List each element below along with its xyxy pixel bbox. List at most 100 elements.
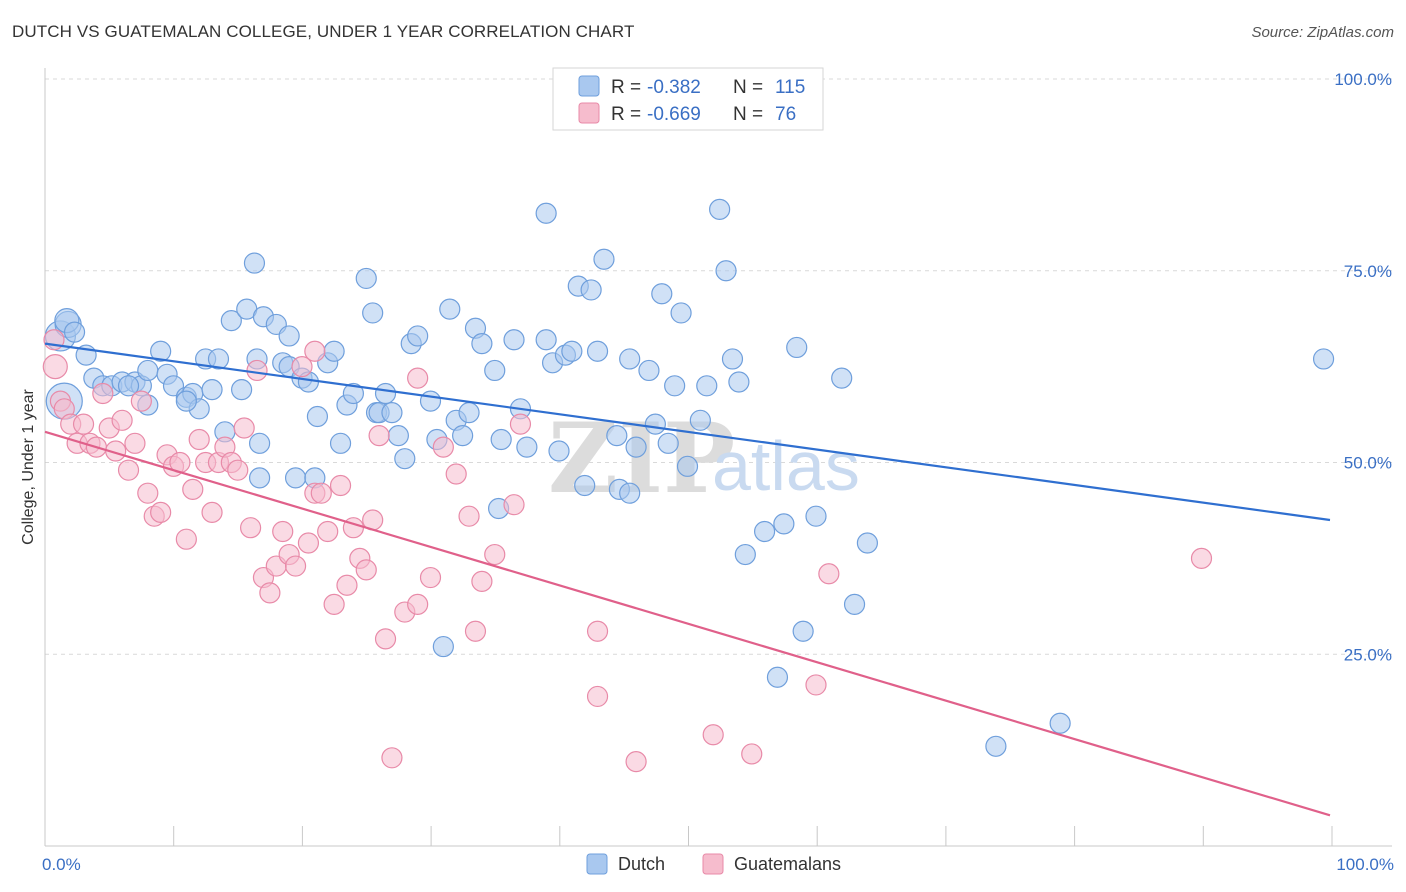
dutch-point bbox=[535, 202, 557, 224]
guatemalan-point bbox=[432, 436, 454, 458]
guatemalan-point bbox=[445, 463, 467, 485]
guatemalan-point bbox=[150, 501, 172, 523]
guatemalan-point bbox=[175, 528, 197, 550]
guatemalan-point bbox=[381, 747, 403, 769]
dutch-point bbox=[644, 413, 666, 435]
dutch-point bbox=[651, 283, 673, 305]
guatemalan-point bbox=[818, 563, 840, 585]
dutch-point bbox=[243, 252, 266, 274]
guatemalan-legend-label: Guatemalans bbox=[734, 854, 841, 874]
guatemalan-point bbox=[227, 459, 249, 481]
chart-title: DUTCH VS GUATEMALAN COLLEGE, UNDER 1 YEA… bbox=[12, 22, 635, 41]
dutch-point bbox=[201, 379, 223, 401]
guatemalan-point bbox=[246, 359, 268, 382]
dutch-point bbox=[516, 436, 538, 458]
guatemalan-point bbox=[317, 520, 339, 543]
dutch-n-value: 115 bbox=[775, 77, 805, 98]
guatemalan-point bbox=[509, 413, 532, 435]
dutch-point bbox=[329, 432, 352, 454]
y-axis-title: College, Under 1 year bbox=[20, 389, 37, 545]
guatemalan-n-value: 76 bbox=[775, 104, 796, 125]
guatemalan-point bbox=[304, 340, 326, 362]
guatemalan-n-label: N = bbox=[733, 104, 763, 125]
guatemalan-points bbox=[42, 329, 1213, 773]
dutch-point bbox=[63, 321, 86, 343]
dutch-point bbox=[342, 382, 364, 405]
dutch-point bbox=[734, 543, 756, 566]
tick-labels: 25.0% 50.0% 75.0% 100.0% 0.0% 100.0% bbox=[42, 70, 1394, 874]
y-tick-label: 25.0% bbox=[1344, 645, 1392, 664]
guatemalan-point bbox=[259, 582, 281, 604]
dutch-point bbox=[175, 390, 197, 412]
guatemalan-point bbox=[586, 620, 609, 642]
guatemalan-point bbox=[297, 532, 320, 554]
guatemalan-point bbox=[805, 674, 827, 696]
dutch-point bbox=[471, 333, 493, 355]
guatemalan-point bbox=[284, 555, 307, 577]
dutch-point bbox=[696, 375, 718, 397]
dutch-point bbox=[394, 448, 416, 470]
y-tick-label: 50.0% bbox=[1344, 454, 1392, 473]
guatemalan-point bbox=[117, 459, 140, 481]
dutch-point bbox=[805, 505, 827, 527]
dutch-legend-swatch bbox=[586, 853, 608, 875]
guatemalan-trend-line bbox=[44, 430, 1331, 817]
dutch-point bbox=[355, 267, 377, 290]
dutch-point bbox=[207, 348, 230, 370]
dutch-point bbox=[728, 371, 750, 393]
dutch-point bbox=[619, 482, 641, 504]
guatemalan-point bbox=[355, 559, 377, 581]
dutch-point bbox=[137, 359, 159, 382]
stats-legend: R = -0.382 N = 115 R = -0.669 N = 76 bbox=[552, 67, 824, 131]
dutch-legend-label: Dutch bbox=[618, 854, 665, 874]
dutch-point bbox=[593, 248, 615, 270]
guatemalan-point bbox=[484, 543, 506, 566]
dutch-point bbox=[831, 367, 853, 389]
dutch-point bbox=[117, 375, 140, 397]
guatemalan-point bbox=[464, 620, 487, 642]
dutch-point bbox=[619, 348, 641, 370]
dutch-point bbox=[721, 348, 744, 370]
guatemalan-point bbox=[741, 743, 763, 765]
dutch-point bbox=[231, 379, 253, 401]
guatemalan-point bbox=[458, 505, 480, 527]
dutch-point bbox=[220, 310, 242, 332]
dutch-point bbox=[670, 302, 692, 324]
gridlines bbox=[45, 78, 1392, 655]
axes bbox=[44, 68, 1392, 847]
dutch-point bbox=[715, 260, 737, 282]
guatemalan-point bbox=[188, 428, 210, 451]
watermark: ZIP atlas bbox=[548, 402, 860, 515]
guatemalan-point bbox=[702, 724, 724, 746]
dutch-point bbox=[856, 532, 879, 554]
dutch-point bbox=[439, 298, 461, 320]
dutch-point bbox=[773, 513, 795, 535]
dutch-point bbox=[586, 340, 609, 362]
dutch-point bbox=[419, 390, 442, 412]
guatemalan-point bbox=[374, 628, 397, 650]
dutch-point bbox=[387, 425, 409, 447]
dutch-point bbox=[792, 620, 814, 642]
watermark-atlas: atlas bbox=[712, 427, 860, 505]
guatemalan-r-label: R = bbox=[611, 104, 641, 125]
dutch-point bbox=[407, 325, 429, 347]
guatemalan-point bbox=[368, 425, 390, 447]
guatemalan-point bbox=[419, 566, 442, 589]
dutch-point bbox=[1049, 712, 1071, 734]
guatemalan-point bbox=[586, 685, 609, 708]
dutch-point bbox=[323, 340, 345, 362]
guatemalan-point bbox=[291, 356, 313, 378]
dutch-point bbox=[503, 329, 525, 351]
dutch-point bbox=[362, 302, 384, 324]
dutch-point bbox=[381, 402, 403, 424]
guatemalan-point bbox=[201, 501, 223, 523]
dutch-point bbox=[657, 432, 679, 454]
dutch-point bbox=[766, 666, 789, 688]
dutch-r-label: R = bbox=[611, 77, 641, 98]
dutch-point bbox=[786, 336, 808, 359]
guatemalan-legend-swatch bbox=[702, 853, 724, 875]
y-tick-label: 100.0% bbox=[1334, 70, 1392, 89]
dutch-point bbox=[689, 409, 711, 431]
guatemalan-point bbox=[272, 520, 294, 543]
dutch-point bbox=[452, 425, 474, 447]
